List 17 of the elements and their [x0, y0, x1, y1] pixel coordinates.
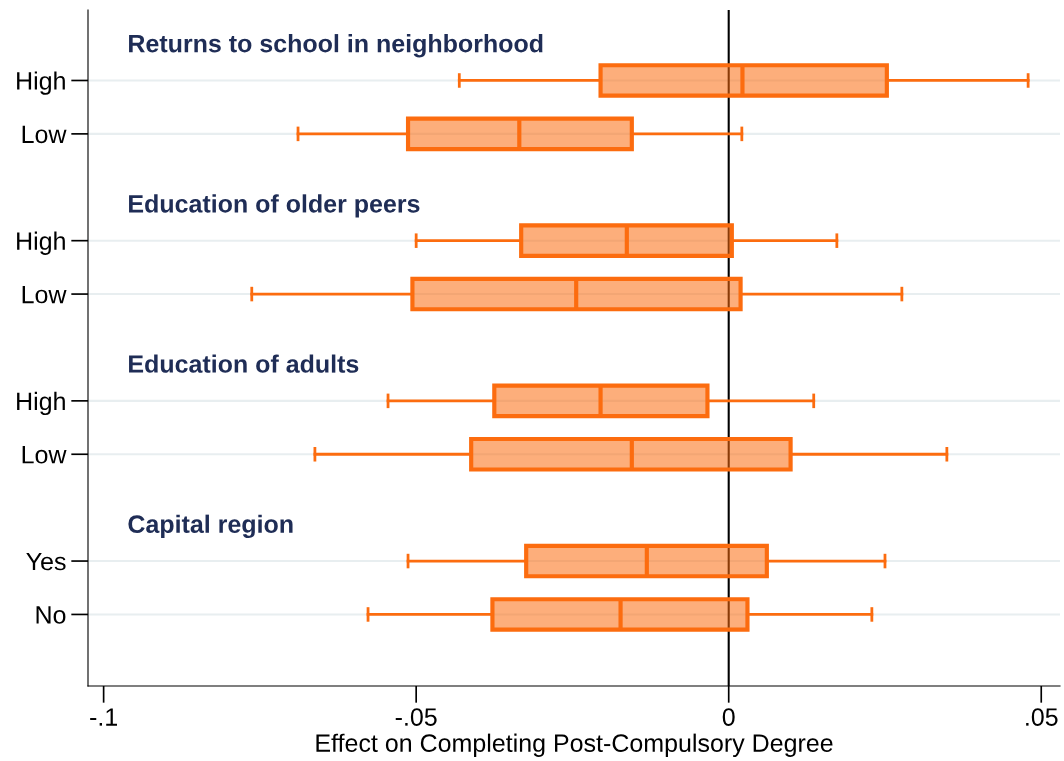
annotation: Returns to school in neighborhood — [129, 34, 543, 58]
x-tick-label: 0 — [722, 708, 735, 726]
annotation: Education of adults — [129, 354, 359, 373]
x-tick-label: -.1 — [90, 708, 117, 726]
y-tick-label: High — [17, 71, 65, 95]
annotation: Education of older peers — [129, 194, 420, 218]
x-axis-title: Effect on Completing Post-Compulsory Degree — [316, 733, 833, 757]
y-tick-label: High — [17, 391, 65, 416]
y-tick-label: High — [17, 231, 65, 255]
annotation: Capital region — [128, 514, 293, 539]
y-tick-label: Yes — [26, 552, 66, 571]
y-tick-label: Low — [22, 446, 67, 464]
y-tick-label: Low — [22, 125, 67, 144]
x-tick-label: .05 — [1026, 708, 1058, 726]
y-tick-label: No — [36, 606, 66, 624]
x-tick-label: -.05 — [395, 708, 437, 726]
y-tick-label: Low — [22, 285, 67, 304]
